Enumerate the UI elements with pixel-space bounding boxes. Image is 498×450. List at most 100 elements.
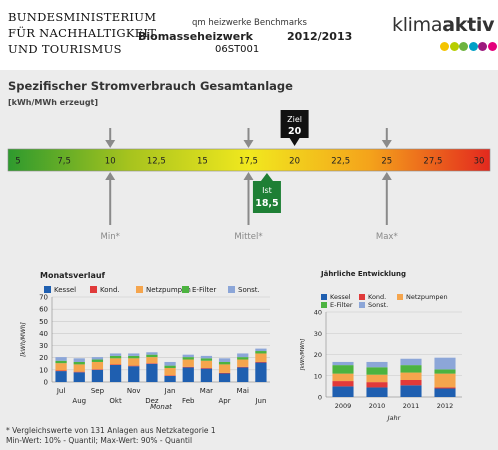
y-tick-label: 30 [39,342,48,350]
bar-segment [218,361,231,365]
target-value: 20 [288,126,302,137]
logo-dot [478,42,487,51]
report-year: 2012/2013 [287,30,353,43]
bar-segment [366,374,388,383]
legend-swatch [90,286,97,293]
bar-segment [182,359,194,367]
footnote-line-2: Min-Wert: 10% - Quantil; Max-Wert: 90% -… [6,436,193,445]
bar-segment [332,373,354,382]
gauge-tick-label: 25 [381,157,392,167]
bar-segment [366,361,388,368]
y-tick-label: 50 [39,318,48,326]
bar-segment [182,367,194,382]
bar-segment [434,388,456,397]
y-tick-label: 10 [39,366,48,374]
y-tick-label: 40 [314,309,322,317]
bar-segment [55,360,67,364]
bar-segment [128,366,140,382]
bar-segment [109,365,122,382]
bar-segment [164,375,176,376]
legend-label: E-Filter [330,301,353,309]
footnote: * Vergleichswerte von 131 Anlagen aus Ne… [6,426,216,446]
bar-segment [255,362,267,382]
bar-segment [128,353,140,356]
ministry-line-3: UND TOURISMUS [8,42,122,56]
x-axis-label: Jahr [386,414,402,422]
logo-dot [440,42,449,51]
bar-segment [109,364,122,365]
bar-segment [91,357,104,360]
bar-segment [332,361,354,366]
ministry-line-1: BUNDESMINISTERIUM [8,10,157,24]
bar-segment [200,368,213,382]
legend-swatch [228,286,235,293]
x-tick-label: Apr [219,397,231,405]
target-marker [280,110,309,146]
klimaaktiv-logo: klimaaktiv [392,14,494,36]
x-tick-label: 2009 [335,402,352,410]
bar-segment [366,367,388,375]
logo-dot [468,42,478,51]
bar-segment [73,361,85,365]
y-tick-label: 70 [39,294,48,302]
y-tick-label: 20 [314,351,322,359]
bar-segment [73,358,85,362]
legend-label: Sonst. [238,286,260,294]
x-tick-label: Sep [91,387,105,395]
bar-segment [200,368,213,369]
logo-dot [487,42,497,51]
bar-segment [237,366,249,368]
legend-label: Kessel [54,286,76,294]
bar-segment [400,365,422,373]
bar-segment [237,367,249,382]
bar-segment [73,371,85,373]
bar-segment [146,354,158,358]
reference-label: Mittel* [234,232,262,242]
bar-segment [55,357,67,361]
bar-segment [182,366,194,368]
y-tick-label: 60 [39,306,48,314]
bar-segment [109,358,122,365]
bar-segment [237,353,249,358]
x-tick-label: Jun [254,397,266,405]
yearly-chart: Jährliche Entwicklung Kessel Kond. Netzpump… [300,270,462,422]
gauge-tick-label: 30 [474,157,485,167]
bar-segment [255,361,267,363]
bar-segment [218,364,231,373]
bar-segment [218,372,231,374]
chart-title: Monatsverlauf [40,271,106,280]
legend-swatch [44,286,51,293]
bar-segment [164,368,176,376]
bar-segment [200,355,213,359]
x-tick-label: Feb [182,397,195,405]
logo-text-bold: aktiv [442,14,495,36]
gauge-tick-label: 20 [289,157,300,167]
bar-segment [164,365,176,369]
y-tick-label: 40 [39,330,48,338]
reference-arrowhead-down [105,140,116,148]
bar-segment [91,361,104,370]
bar-segment [434,373,456,388]
report-subtitle: qm heizwerke Benchmarks [192,18,307,28]
bar-segment [146,363,158,364]
bar-segment [400,385,422,397]
legend-swatch [359,294,365,300]
bar-segment [128,358,140,366]
bar-segment [332,365,354,374]
bar-segment [109,353,122,356]
x-tick-label: 2010 [369,402,386,410]
x-tick-label: Jan [164,387,176,395]
y-axis-label: [kWh/MWh] [20,321,27,356]
bar-segment [146,352,158,355]
x-tick-label: Dez [145,397,159,405]
bar-segment [182,357,194,360]
legend-label: Kond. [100,286,120,294]
bar-segment [55,370,67,372]
bar-segment [434,357,456,370]
y-tick-label: 30 [314,330,322,338]
plant-code: 06ST001 [215,44,260,55]
bar-segment [200,358,213,361]
gauge-tick-label: 7,5 [57,157,71,167]
legend-label: Netzpumpen [146,286,191,294]
bar-segment [91,359,104,362]
